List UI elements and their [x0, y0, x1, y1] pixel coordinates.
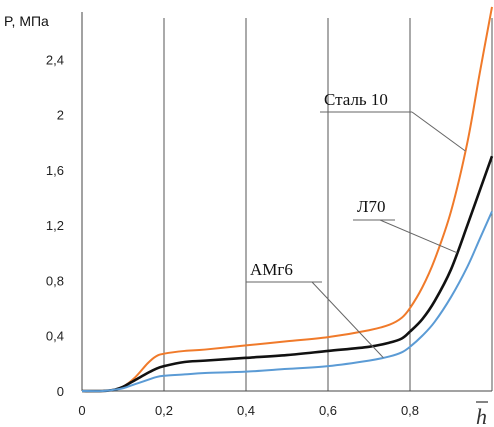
y-tick-label: 1,6 [46, 163, 64, 178]
series-label-amg6: АМг6 [250, 260, 293, 279]
x-tick-label: 0,2 [155, 403, 173, 418]
series-label-l70: Л70 [357, 197, 386, 216]
x-axis-label: h [476, 404, 487, 427]
x-tick-label: 0,8 [401, 403, 419, 418]
callouts: Сталь 10 Л70 АМг6 [246, 90, 466, 359]
callout-leader-amg6 [311, 281, 384, 359]
series-line-l70 [81, 155, 494, 393]
y-tick-label: 1,2 [46, 218, 64, 233]
y-tick-label: 0,4 [46, 329, 64, 344]
tick-labels: 0 0,4 0,8 1,2 1,6 2 2,4 0 0,2 0,4 0,6 0,8 [46, 52, 419, 418]
series-label-steel10: Сталь 10 [324, 90, 388, 109]
x-tick-label: 0,4 [237, 403, 255, 418]
y-tick-label: 2,4 [46, 52, 64, 67]
x-tick-label: 0 [78, 403, 85, 418]
y-tick-label: 0 [57, 384, 64, 399]
y-tick-label: 2 [57, 108, 64, 123]
series-lines [81, 6, 494, 393]
x-axis-label-group: h [476, 401, 488, 427]
y-tick-label: 0,8 [46, 273, 64, 288]
x-tick-label: 0,6 [319, 403, 337, 418]
axes [81, 12, 492, 392]
callout-leader-l70 [379, 219, 458, 254]
series-line-amg6 [81, 211, 493, 393]
y-axis-label: P, МПа [4, 13, 49, 29]
callout-leader-steel10 [411, 111, 466, 152]
grid [163, 18, 493, 391]
series-line-steel10 [81, 6, 493, 393]
